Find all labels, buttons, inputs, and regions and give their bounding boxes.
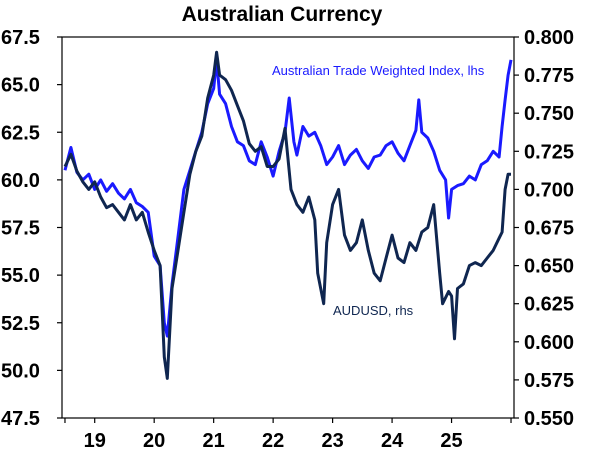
series-line-audusd: [63, 50, 511, 380]
left-tick-label: 67.5: [1, 27, 40, 49]
x-tick-label: 25: [440, 430, 462, 452]
right-tick-label: 0.800: [524, 27, 574, 49]
chart-title: Australian Currency: [182, 3, 383, 26]
left-tick-label: 60.0: [1, 170, 40, 192]
series-line-twi: [63, 58, 513, 338]
left-tick-label: 65.0: [1, 75, 40, 97]
left-axis: 47.5 50.0 52.5 55.0 57.5 60.0 62.5 65.0 67.5: [1, 27, 62, 430]
left-tick-label: 52.5: [1, 313, 40, 335]
x-axis: 19 20 21 22 23 24 25: [64, 418, 512, 452]
right-tick-label: 0.650: [524, 256, 574, 278]
right-tick-label: 0.750: [524, 103, 574, 125]
x-tick-label: 19: [84, 430, 106, 452]
right-tick-label: 0.625: [524, 294, 574, 316]
left-tick-label: 57.5: [1, 218, 40, 240]
plot-frame: [61, 36, 515, 419]
x-tick-label: 24: [381, 430, 404, 452]
right-tick-label: 0.550: [524, 408, 574, 430]
left-tick-label: 55.0: [1, 265, 40, 287]
x-tick-label: 22: [262, 430, 284, 452]
right-tick-label: 0.725: [524, 141, 574, 163]
right-tick-label: 0.700: [524, 179, 574, 201]
x-tick-label: 21: [203, 430, 225, 452]
x-tick-label: 20: [143, 430, 165, 452]
left-tick-label: 47.5: [1, 408, 40, 430]
x-tick-label: 23: [321, 430, 343, 452]
right-tick-label: 0.775: [524, 65, 574, 87]
series-label-audusd: AUDUSD, rhs: [333, 303, 414, 318]
right-axis: 0.550 0.575 0.600 0.625 0.650 0.675 0.700 0.725…: [514, 27, 574, 430]
series-label-twi: Australian Trade Weighted Index, lhs: [272, 63, 485, 78]
left-tick-label: 62.5: [1, 122, 40, 144]
right-tick-label: 0.600: [524, 332, 574, 354]
right-tick-label: 0.675: [524, 218, 574, 240]
right-tick-label: 0.575: [524, 370, 574, 392]
left-tick-label: 50.0: [1, 360, 40, 382]
series-layer: [63, 50, 513, 380]
